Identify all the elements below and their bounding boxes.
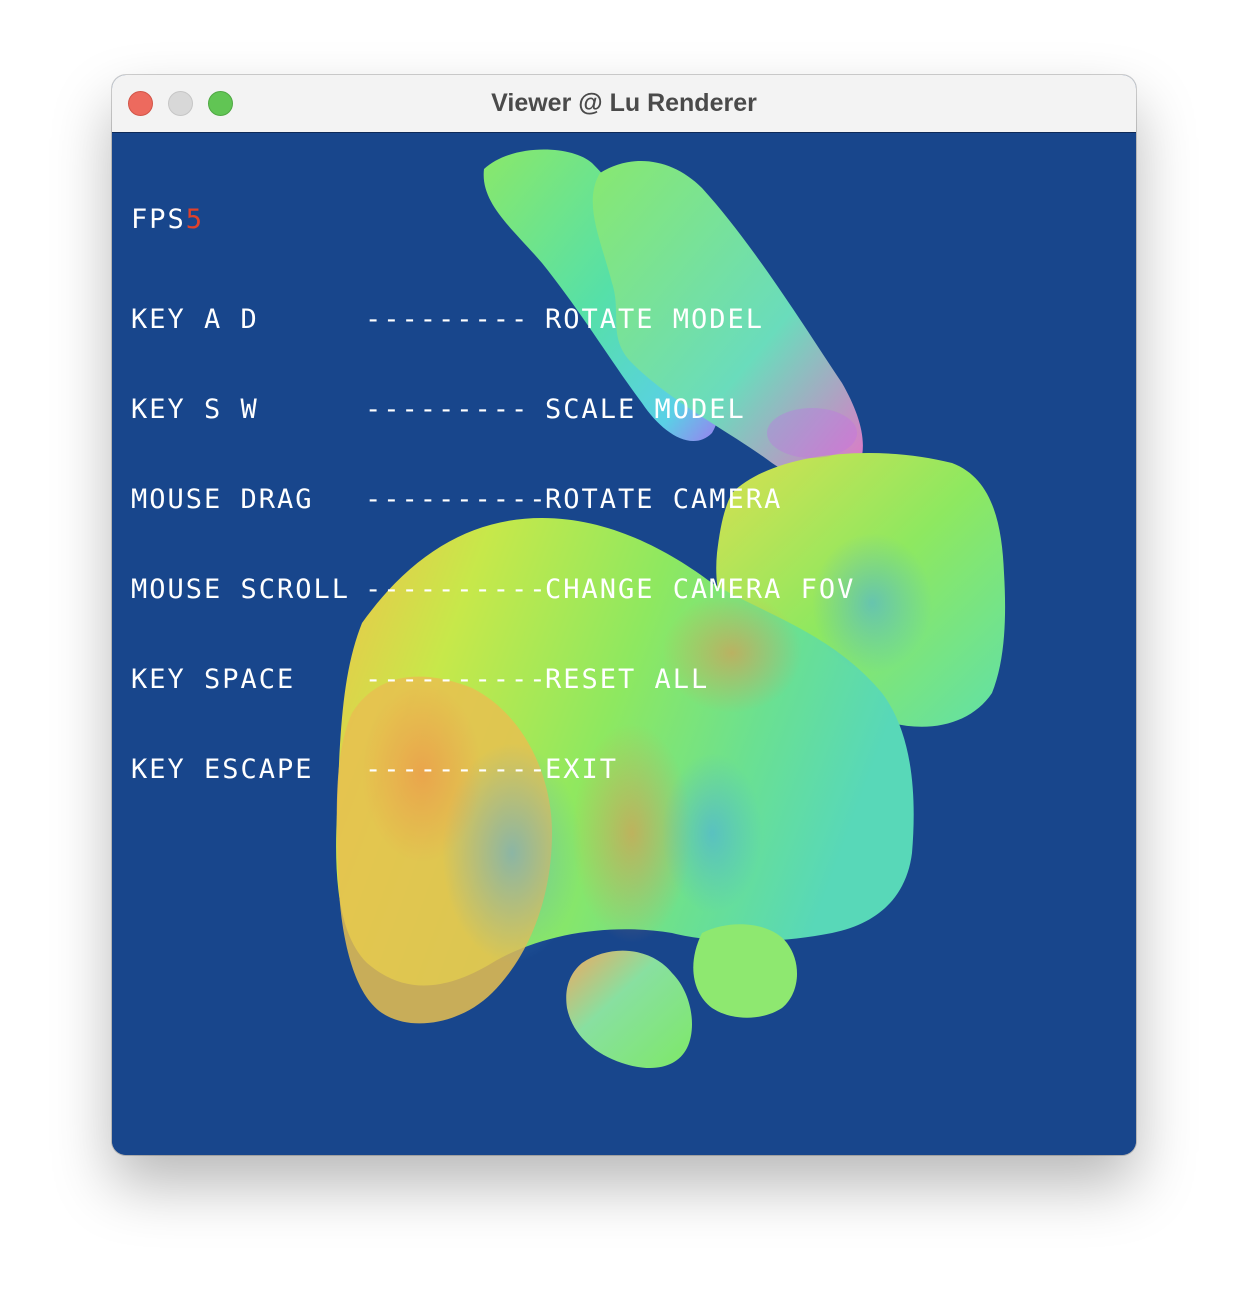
bunny-ear-front: [592, 161, 863, 486]
help-separator: ----------: [365, 574, 548, 605]
window-title: Viewer @ Lu Renderer: [491, 89, 757, 117]
help-key: KEY S W: [131, 394, 259, 425]
help-action: EXIT: [545, 754, 619, 785]
render-viewport[interactable]: FPS5 KEY A D --------- ROTATE MODEL KEY S …: [112, 133, 1136, 1155]
bunny-paw-right: [693, 924, 798, 1018]
help-row: KEY A D --------- ROTATE MODEL: [131, 305, 855, 335]
help-action: ROTATE CAMERA: [545, 484, 783, 515]
help-separator: ---------: [365, 304, 530, 335]
help-key: MOUSE SCROLL: [131, 574, 351, 605]
help-action: ROTATE MODEL: [545, 304, 765, 335]
help-row: MOUSE SCROLL ----------CHANGE CAMERA FOV: [131, 575, 855, 605]
help-row: KEY SPACE ----------RESET ALL: [131, 665, 855, 695]
help-key: KEY SPACE: [131, 664, 296, 695]
help-row: MOUSE DRAG ----------ROTATE CAMERA: [131, 485, 855, 515]
fps-label: FPS: [131, 204, 186, 235]
help-separator: ----------: [365, 754, 548, 785]
hud-overlay: FPS5 KEY A D --------- ROTATE MODEL KEY S …: [131, 145, 855, 845]
help-separator: ----------: [365, 484, 548, 515]
title-bar[interactable]: Viewer @ Lu Renderer: [112, 75, 1136, 133]
help-row: KEY S W --------- SCALE MODEL: [131, 395, 855, 425]
bunny-model: [336, 149, 1006, 1068]
help-key: KEY A D: [131, 304, 259, 335]
help-action: SCALE MODEL: [545, 394, 746, 425]
close-button[interactable]: [128, 91, 153, 116]
help-key: KEY ESCAPE: [131, 754, 314, 785]
help-separator: ---------: [365, 394, 530, 425]
help-separator: ----------: [365, 664, 548, 695]
maximize-button[interactable]: [208, 91, 233, 116]
bunny-paw-left: [566, 950, 692, 1068]
fps-value: 5: [185, 204, 205, 235]
help-action: RESET ALL: [545, 664, 710, 695]
minimize-button[interactable]: [168, 91, 193, 116]
help-row: KEY ESCAPE ----------EXIT: [131, 755, 855, 785]
help-action: CHANGE CAMERA FOV: [545, 574, 856, 605]
fps-counter: FPS5: [131, 205, 855, 235]
help-key: MOUSE DRAG: [131, 484, 314, 515]
viewer-window: Viewer @ Lu Renderer: [112, 75, 1136, 1155]
